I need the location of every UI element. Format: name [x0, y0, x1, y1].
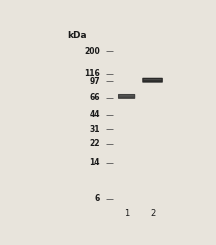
Text: 1: 1 [124, 209, 129, 218]
FancyBboxPatch shape [144, 79, 162, 80]
Text: 116: 116 [84, 69, 100, 78]
Text: 97: 97 [89, 77, 100, 86]
Text: 31: 31 [89, 125, 100, 134]
Text: 2: 2 [150, 209, 155, 218]
Text: 44: 44 [89, 110, 100, 119]
FancyBboxPatch shape [119, 95, 134, 97]
Text: 66: 66 [89, 93, 100, 102]
Text: 22: 22 [89, 139, 100, 148]
Text: kDa: kDa [68, 31, 87, 40]
FancyBboxPatch shape [142, 78, 163, 83]
Text: 6: 6 [95, 194, 100, 203]
FancyBboxPatch shape [118, 94, 135, 99]
Text: 14: 14 [89, 158, 100, 167]
Text: 200: 200 [84, 47, 100, 56]
